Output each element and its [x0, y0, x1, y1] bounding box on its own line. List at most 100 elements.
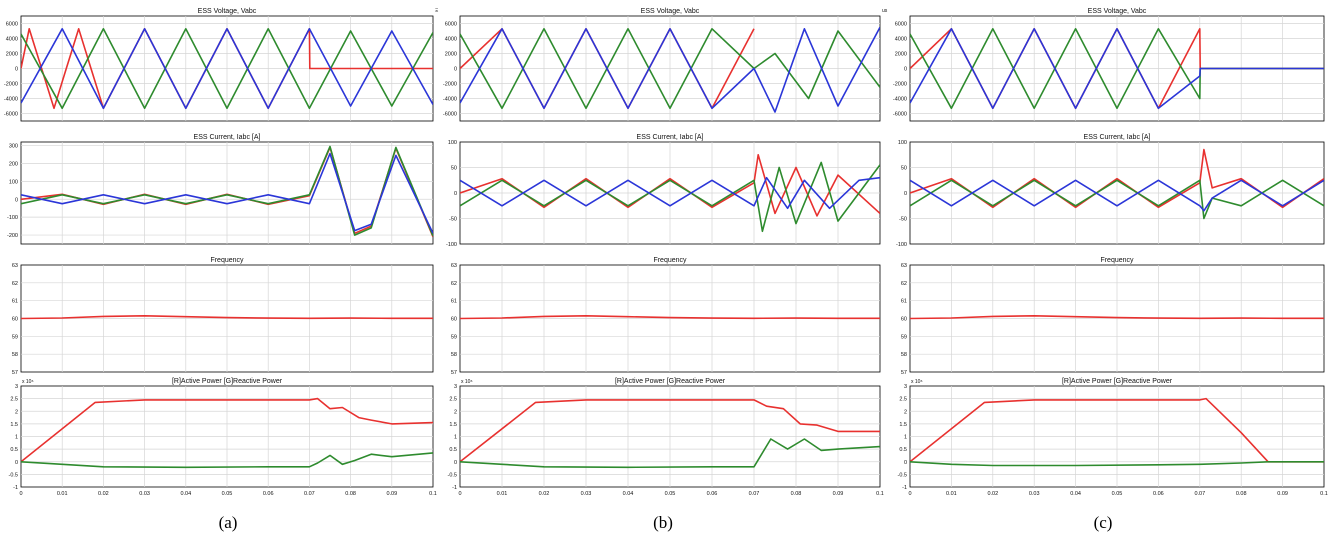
- x-tick-label: 0: [19, 491, 22, 497]
- x-tick-label: 0.03: [1029, 491, 1040, 497]
- y-tick-label: -6000: [893, 112, 907, 118]
- subplot-power: [R]Active Power [G]Reactive Power x 10⁶ 3 2…: [9, 378, 437, 497]
- y-tick-label: -100: [446, 242, 457, 248]
- x-tick-label: 0.02: [98, 491, 109, 497]
- corner-mark: us: [882, 8, 888, 14]
- x-tick-label: 0.05: [222, 491, 233, 497]
- x-tick-label: 0.07: [749, 491, 760, 497]
- y-tick-label: 60: [12, 317, 18, 323]
- y-tick-label: 61: [451, 299, 457, 305]
- y-tick-label: 63: [12, 263, 18, 269]
- y-tick-label: 62: [12, 281, 18, 287]
- y-tick-label: 0.5: [899, 447, 907, 453]
- y-tick-label: 58: [12, 352, 18, 358]
- x-tick-label: 0.03: [581, 491, 592, 497]
- y-tick-label: 1.5: [449, 422, 457, 428]
- y-tick-label: 59: [901, 334, 907, 340]
- y-tick-label: 300: [9, 144, 18, 150]
- y-tick-label: 3: [15, 384, 18, 390]
- y-tick-label: 4000: [895, 37, 907, 43]
- y-tick-label: 57: [451, 370, 457, 376]
- caption-a: (a): [219, 513, 238, 532]
- y-tick-label: -100: [896, 242, 907, 248]
- y-tick-label: -0.5: [9, 472, 18, 478]
- subplot-title: [R]Active Power [G]Reactive Power: [615, 378, 726, 385]
- y-tick-label: 59: [451, 334, 457, 340]
- x-tick-label: 0.02: [987, 491, 998, 497]
- y-tick-label: -2000: [893, 82, 907, 88]
- subplot-title: Frequency: [210, 257, 244, 264]
- y-tick-label: 50: [901, 166, 907, 172]
- x-tick-label: 0.01: [497, 491, 508, 497]
- subplot-voltage: ESS Voltage, Vabc 6000 4000 2000 0 -2000 -4000…: [443, 8, 880, 121]
- y-tick-label: 2000: [6, 52, 18, 58]
- y-tick-label: 63: [901, 263, 907, 269]
- x-tick-label: 0.04: [623, 491, 634, 497]
- x-tick-label: 0.06: [707, 491, 718, 497]
- y-tick-label: 2: [904, 409, 907, 415]
- y-tick-label: -0.5: [448, 472, 457, 478]
- subplot-title: Frequency: [653, 257, 687, 264]
- panel-b: usESS Voltage, Vabc6000400020000-2000-40…: [443, 8, 888, 497]
- y-tick-label: -1: [452, 485, 457, 491]
- subplot-voltage: ESS Voltage, Vabc 6000 4000 2000 0 -2000 -4000…: [4, 8, 433, 121]
- y-tick-label: 62: [901, 281, 907, 287]
- y-tick-label: 2.5: [10, 397, 18, 403]
- x-tick-label: 0.06: [1153, 491, 1164, 497]
- x-tick-label: 0.1: [429, 491, 437, 497]
- y-tick-label: 6000: [445, 22, 457, 28]
- subplot-frequency: Frequency 63 62 61 60 59 58 57: [12, 257, 433, 376]
- y-tick-label: 0.5: [449, 447, 457, 453]
- y-tick-label: 2000: [445, 52, 457, 58]
- y-tick-label: 0: [904, 67, 907, 73]
- corner-mark: Ξ: [435, 8, 439, 14]
- subplot-title: ESS Current, Iabc [A]: [637, 134, 704, 141]
- subplot-power: [R]Active Power [G]Reactive Power x 10⁶ 3 2…: [448, 378, 884, 497]
- y-tick-label: -0.5: [898, 472, 907, 478]
- x-tick-label: 0.04: [1070, 491, 1081, 497]
- y-exponent: x 10⁶: [461, 379, 473, 385]
- y-tick-label: 1: [454, 435, 457, 441]
- subplot-power: [R]Active Power [G]Reactive Power x 10⁶ 3 2…: [898, 378, 1328, 497]
- y-tick-label: 6000: [6, 22, 18, 28]
- y-tick-label: 58: [451, 352, 457, 358]
- y-tick-label: -6000: [4, 112, 18, 118]
- y-tick-label: 0: [454, 67, 457, 73]
- y-tick-label: 3: [904, 384, 907, 390]
- y-tick-label: -2000: [4, 82, 18, 88]
- x-tick-label: 0.09: [833, 491, 844, 497]
- y-tick-label: 0.5: [10, 447, 18, 453]
- x-tick-label: 0: [458, 491, 461, 497]
- y-tick-label: 0: [15, 197, 18, 203]
- y-tick-label: 1: [904, 435, 907, 441]
- x-tick-label: 0.1: [876, 491, 884, 497]
- y-tick-label: -50: [449, 217, 457, 223]
- y-tick-label: -100: [7, 215, 18, 221]
- y-tick-label: 58: [901, 352, 907, 358]
- y-tick-label: -50: [899, 217, 907, 223]
- subplot-current: ESS Current, Iabc [A] 100 50 0 -50 -100: [896, 134, 1324, 248]
- caption-b: (b): [653, 513, 673, 532]
- subplot-title: [R]Active Power [G]Reactive Power: [172, 378, 283, 385]
- y-tick-label: 60: [451, 317, 457, 323]
- x-tick-label: 0.08: [791, 491, 802, 497]
- x-tick-label: 0.08: [345, 491, 356, 497]
- subplot-frequency: Frequency 63 62 61 60 59 58 57: [901, 257, 1324, 376]
- y-tick-label: 2.5: [449, 397, 457, 403]
- x-tick-label: 0.04: [180, 491, 191, 497]
- x-tick-label: 0.03: [139, 491, 150, 497]
- y-tick-label: -4000: [893, 97, 907, 103]
- subplot-current: ESS Current, Iabc [A] 300 200 100 0 -100 -200: [7, 134, 433, 244]
- y-tick-label: 1.5: [10, 422, 18, 428]
- subplot-voltage: ESS Voltage, Vabc 6000 4000 2000 0 -2000 -4000…: [893, 8, 1324, 121]
- subplot-current: ESS Current, Iabc [A] 100 50 0 -50 -100: [446, 134, 880, 248]
- y-tick-label: 2: [15, 409, 18, 415]
- y-tick-label: 1.5: [899, 422, 907, 428]
- y-tick-label: 100: [898, 140, 907, 146]
- y-tick-label: 0: [904, 460, 907, 466]
- y-tick-label: -2000: [443, 82, 457, 88]
- y-tick-label: 62: [451, 281, 457, 287]
- y-tick-label: 0: [904, 191, 907, 197]
- x-tick-label: 0.07: [1194, 491, 1205, 497]
